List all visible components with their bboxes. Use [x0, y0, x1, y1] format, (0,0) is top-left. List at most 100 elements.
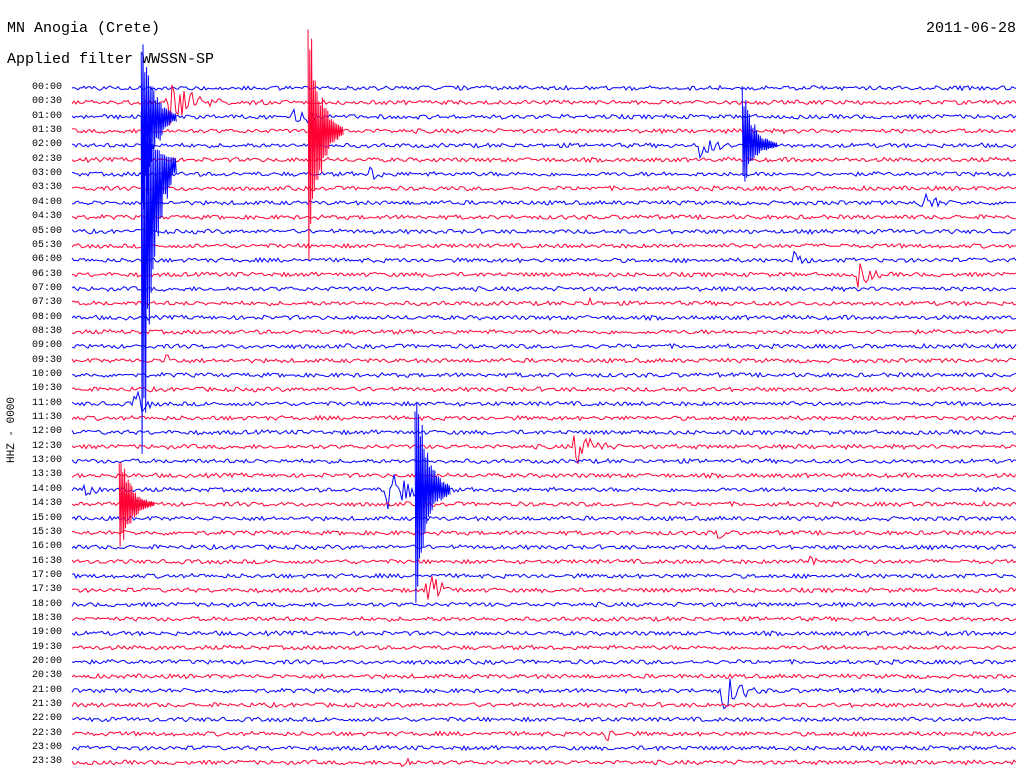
time-label: 21:00: [32, 684, 63, 696]
trace-row: [71, 435, 1017, 465]
trace-row: [71, 572, 1017, 580]
trace-row: [71, 457, 1017, 465]
trace-row: [71, 644, 1017, 651]
trace-row: [71, 474, 1017, 510]
time-label: 01:30: [32, 125, 63, 137]
trace-row: [71, 716, 1017, 723]
time-label: 18:30: [32, 612, 63, 624]
trace-row: [71, 84, 1017, 92]
trace-row: [71, 701, 1017, 709]
time-label: 19:30: [32, 641, 63, 653]
trace-row: [71, 429, 1017, 436]
trace-row: [71, 730, 1017, 742]
time-label: 08:00: [32, 311, 63, 323]
event-spike: [414, 401, 451, 603]
time-label: 00:00: [32, 82, 63, 93]
trace-row: [71, 515, 1017, 522]
time-label: 14:00: [32, 483, 63, 495]
trace-row: [71, 678, 1017, 710]
event-spike: [140, 111, 177, 454]
trace-row: [71, 140, 1017, 160]
time-label: 12:30: [32, 440, 63, 452]
record-date: 2011-06-28: [925, 20, 1016, 37]
trace-row: [71, 242, 1017, 249]
trace-row: [71, 127, 1017, 135]
time-label: 02:30: [32, 153, 63, 165]
trace-row: [71, 493, 1017, 511]
trace-row: [71, 107, 1017, 125]
trace-row: [71, 672, 1017, 680]
time-label: 20:00: [32, 656, 63, 667]
trace-row: [71, 414, 1017, 422]
time-label: 16:30: [32, 555, 63, 567]
trace-row: [71, 166, 1017, 181]
trace-row: [71, 296, 1017, 307]
trace-row: [71, 601, 1017, 608]
time-label: 13:30: [32, 469, 63, 481]
time-label: 07:00: [32, 282, 63, 294]
time-label: 14:30: [32, 498, 63, 510]
trace-row: [71, 744, 1017, 752]
trace-row: [71, 472, 1017, 479]
trace-row: [71, 228, 1017, 235]
time-label: 06:30: [32, 268, 63, 280]
time-label: 11:30: [32, 412, 63, 424]
time-label: 10:00: [32, 369, 63, 380]
time-label: 12:00: [32, 426, 63, 438]
time-label: 02:00: [32, 139, 63, 151]
event-spike: [140, 44, 177, 210]
filter-label: Applied filter WWSSN-SP: [7, 51, 215, 68]
time-label: 03:30: [32, 182, 63, 194]
trace-row: [71, 385, 1017, 393]
trace-row: [71, 576, 1017, 600]
trace-row: [71, 543, 1017, 551]
time-label: 21:30: [32, 699, 63, 711]
time-label: 18:00: [32, 598, 63, 610]
trace-row: [71, 354, 1017, 364]
trace-row: [71, 192, 1017, 208]
time-label: 03:00: [32, 168, 63, 180]
time-label: 04:30: [32, 211, 63, 223]
time-label: 22:30: [32, 727, 63, 739]
time-label: 23:00: [32, 742, 63, 754]
time-label: 15:30: [32, 526, 63, 538]
time-label: 01:00: [32, 110, 63, 122]
trace-row: [71, 615, 1017, 623]
event-spike: [307, 29, 344, 261]
time-label: 20:30: [32, 670, 63, 682]
station-title: MN Anogia (Crete): [7, 20, 161, 37]
trace-row: [71, 213, 1017, 221]
time-label: 13:00: [32, 455, 63, 467]
time-label: 00:30: [32, 96, 63, 108]
time-label: 17:00: [32, 569, 63, 581]
trace-row: [71, 250, 1017, 265]
time-label: 09:00: [32, 340, 63, 352]
time-label: 07:30: [32, 297, 63, 309]
trace-row: [72, 371, 1017, 379]
trace-row: [71, 184, 1017, 192]
trace-row: [71, 555, 1017, 567]
trace-row: [71, 342, 1017, 350]
time-label: 05:30: [32, 239, 63, 251]
trace-row: [71, 263, 1017, 288]
time-label: 16:00: [32, 541, 63, 553]
time-label: 23:30: [32, 756, 63, 768]
trace-row: [71, 757, 1017, 768]
trace-row: [71, 84, 1017, 125]
trace-row: [71, 156, 1017, 164]
trace-row: [71, 285, 1017, 293]
event-spike: [118, 462, 155, 547]
event-spike: [741, 86, 778, 182]
time-label: 17:30: [32, 584, 63, 596]
trace-row: [71, 314, 1017, 322]
trace-row: [71, 529, 1017, 539]
time-label: 10:30: [32, 383, 63, 395]
trace-row: [71, 658, 1017, 666]
time-label: 09:30: [32, 354, 63, 366]
time-label: 08:30: [32, 325, 63, 337]
time-label: 22:00: [32, 713, 63, 725]
trace-row: [71, 328, 1017, 335]
time-label: 15:00: [32, 512, 63, 524]
time-label: 04:00: [32, 196, 63, 208]
